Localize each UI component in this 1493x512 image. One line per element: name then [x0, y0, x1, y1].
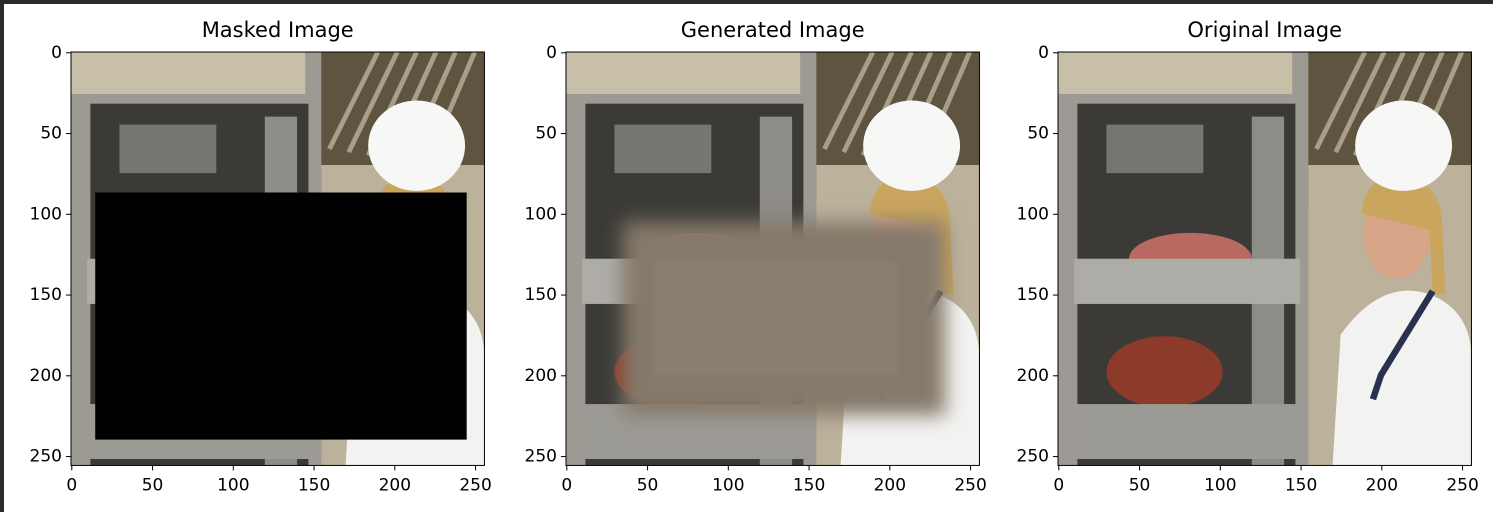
x-tick-label: 50: [142, 475, 164, 495]
y-tick-label: 0: [546, 43, 557, 63]
y-tick-label: 50: [1027, 124, 1049, 144]
x-tick-label: 250: [954, 475, 986, 495]
x-tick-label: 0: [561, 475, 572, 495]
mask: [95, 192, 467, 440]
axes-frame: [565, 51, 980, 466]
y-tick-label: 200: [1017, 366, 1049, 386]
x-tick-label: 100: [217, 475, 249, 495]
x-tick-label: 150: [793, 475, 825, 495]
x-tick-label: 50: [1129, 475, 1151, 495]
y-tick-label: 200: [525, 366, 557, 386]
x-tick-label: 150: [1285, 475, 1317, 495]
x-tick-label: 100: [1204, 475, 1236, 495]
x-tick-label: 250: [459, 475, 491, 495]
axes-title: Masked Image: [202, 18, 354, 42]
y-tick-label: 150: [525, 285, 557, 305]
axes-title: Original Image: [1187, 18, 1342, 42]
x-tick-label: 200: [1366, 475, 1398, 495]
generated-image: [566, 52, 979, 465]
y-tick-label: 50: [40, 124, 62, 144]
axes-title: Generated Image: [681, 18, 865, 42]
y-tick-label: 150: [30, 285, 62, 305]
original-image: [1058, 52, 1471, 465]
y-tick-label: 250: [1017, 447, 1049, 467]
y-tick-label: 0: [51, 43, 62, 63]
y-tick-label: 50: [535, 124, 557, 144]
y-tick-label: 150: [1017, 285, 1049, 305]
x-tick-label: 200: [874, 475, 906, 495]
y-tick-label: 100: [30, 204, 62, 224]
y-tick-label: 100: [1017, 204, 1049, 224]
x-tick-label: 0: [66, 475, 77, 495]
x-tick-label: 250: [1446, 475, 1478, 495]
axes-frame: [1057, 51, 1472, 466]
axes-frame: [70, 51, 485, 466]
x-tick-label: 50: [637, 475, 659, 495]
x-tick-label: 150: [298, 475, 330, 495]
y-tick-label: 250: [30, 447, 62, 467]
x-tick-label: 200: [379, 475, 411, 495]
inpaint-core: [654, 261, 898, 375]
y-tick-label: 200: [30, 366, 62, 386]
x-tick-label: 0: [1053, 475, 1064, 495]
masked-image: [71, 52, 484, 465]
y-tick-label: 100: [525, 204, 557, 224]
x-tick-label: 100: [712, 475, 744, 495]
y-tick-label: 250: [525, 447, 557, 467]
y-tick-label: 0: [1038, 43, 1049, 63]
